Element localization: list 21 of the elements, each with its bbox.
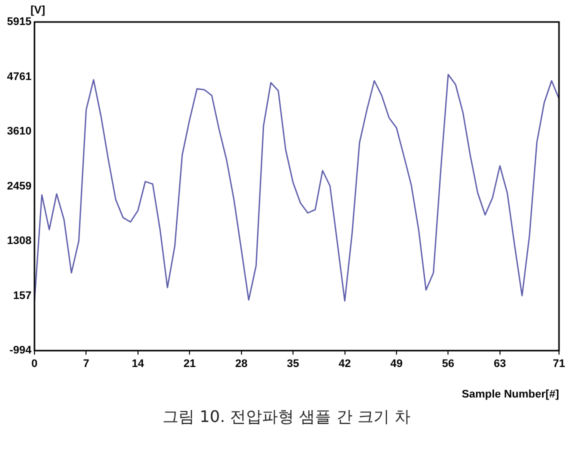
- y-tick-label: 157: [13, 290, 32, 302]
- y-tick-label: 4761: [6, 70, 32, 83]
- x-tick-label: 21: [183, 358, 196, 370]
- x-tick-label: 28: [235, 358, 248, 370]
- x-tick-label: 14: [132, 358, 145, 370]
- x-tick-label: 42: [338, 358, 351, 370]
- x-tick-label: 56: [442, 358, 454, 370]
- x-tick-label: 71: [552, 358, 566, 370]
- y-tick-label: 5915: [6, 16, 32, 28]
- x-tick-label: 63: [494, 358, 506, 370]
- x-tick-label: 49: [390, 358, 403, 370]
- x-tick-label: 0: [31, 358, 38, 370]
- y-tick-label: -994: [9, 344, 32, 357]
- x-tick-label: 35: [286, 358, 300, 370]
- y-tick-label: 2459: [6, 180, 32, 192]
- y-axis-title: [V]: [30, 4, 46, 17]
- x-tick-label: 7: [83, 358, 90, 370]
- caption: 그림 10. 전압파형 샘플 간 크기 차: [162, 407, 412, 428]
- y-tick-label: 3610: [6, 126, 32, 138]
- x-axis-title: Sample Number[#]: [462, 388, 560, 400]
- y-tick-label: 1308: [6, 235, 32, 248]
